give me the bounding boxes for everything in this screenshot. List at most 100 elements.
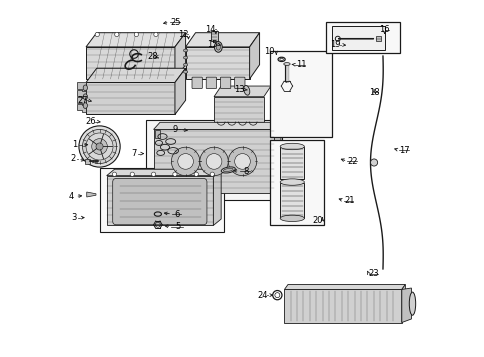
Circle shape xyxy=(370,159,377,166)
Circle shape xyxy=(171,147,199,176)
Bar xyxy=(211,31,217,41)
Polygon shape xyxy=(106,176,213,225)
Polygon shape xyxy=(401,288,410,322)
Text: 12: 12 xyxy=(178,30,188,39)
Ellipse shape xyxy=(214,41,222,52)
Text: 2: 2 xyxy=(70,155,75,164)
Text: 26: 26 xyxy=(86,117,96,126)
Circle shape xyxy=(79,126,120,167)
Polygon shape xyxy=(185,33,259,47)
Text: 25: 25 xyxy=(170,17,181,26)
Polygon shape xyxy=(153,130,274,193)
Text: 11: 11 xyxy=(295,60,306,69)
Circle shape xyxy=(91,139,107,154)
Ellipse shape xyxy=(216,44,220,50)
Text: 17: 17 xyxy=(398,146,409,155)
Ellipse shape xyxy=(283,62,289,65)
Polygon shape xyxy=(284,285,405,290)
Polygon shape xyxy=(274,122,280,193)
Bar xyxy=(332,26,384,50)
Circle shape xyxy=(234,154,250,169)
Text: 27: 27 xyxy=(77,96,88,105)
Polygon shape xyxy=(401,285,405,322)
Bar xyxy=(270,140,323,225)
Ellipse shape xyxy=(83,103,87,109)
Circle shape xyxy=(96,143,103,150)
Circle shape xyxy=(153,32,158,37)
Bar xyxy=(269,51,331,136)
Polygon shape xyxy=(249,33,259,79)
Circle shape xyxy=(86,133,113,160)
Polygon shape xyxy=(86,68,185,82)
Bar xyxy=(155,130,159,138)
Text: 1: 1 xyxy=(72,140,77,149)
Polygon shape xyxy=(77,104,86,112)
Bar xyxy=(85,159,90,164)
Ellipse shape xyxy=(83,85,87,91)
Text: 5: 5 xyxy=(176,222,181,231)
Ellipse shape xyxy=(280,215,304,222)
Text: 4: 4 xyxy=(68,192,74,201)
FancyBboxPatch shape xyxy=(234,77,244,89)
Text: 9: 9 xyxy=(172,125,177,134)
Text: 24: 24 xyxy=(257,291,268,300)
Circle shape xyxy=(178,154,193,169)
Text: 21: 21 xyxy=(343,196,354,205)
FancyBboxPatch shape xyxy=(112,178,207,225)
Polygon shape xyxy=(153,122,280,130)
Ellipse shape xyxy=(183,63,187,66)
Polygon shape xyxy=(86,82,175,115)
Text: 6: 6 xyxy=(174,210,179,218)
Text: 15: 15 xyxy=(207,40,217,49)
Text: 7: 7 xyxy=(131,149,136,158)
Circle shape xyxy=(228,147,256,176)
Circle shape xyxy=(151,172,155,176)
Text: 18: 18 xyxy=(368,88,378,97)
Circle shape xyxy=(112,172,116,176)
FancyBboxPatch shape xyxy=(192,77,202,89)
Text: 13: 13 xyxy=(233,85,244,94)
Text: 19: 19 xyxy=(330,40,340,49)
Polygon shape xyxy=(185,47,249,79)
Ellipse shape xyxy=(221,167,235,173)
Polygon shape xyxy=(106,169,221,176)
Ellipse shape xyxy=(243,85,249,95)
Circle shape xyxy=(134,32,138,37)
Bar xyxy=(99,168,224,232)
Ellipse shape xyxy=(280,143,304,150)
Polygon shape xyxy=(213,97,263,122)
Text: 22: 22 xyxy=(347,157,357,166)
Ellipse shape xyxy=(183,49,187,52)
Circle shape xyxy=(194,172,198,176)
Ellipse shape xyxy=(280,179,304,185)
Text: 3: 3 xyxy=(71,213,76,222)
Polygon shape xyxy=(213,86,271,97)
Ellipse shape xyxy=(183,70,187,73)
Circle shape xyxy=(130,172,134,176)
Ellipse shape xyxy=(183,56,187,59)
Bar xyxy=(146,120,281,200)
Polygon shape xyxy=(87,192,96,197)
Polygon shape xyxy=(175,68,185,115)
Text: 16: 16 xyxy=(378,25,389,34)
Ellipse shape xyxy=(223,168,233,172)
Text: 23: 23 xyxy=(368,269,378,278)
Text: 20: 20 xyxy=(311,216,322,225)
Text: 14: 14 xyxy=(205,25,215,34)
Text: 8: 8 xyxy=(243,167,248,176)
Polygon shape xyxy=(86,33,185,47)
Bar xyxy=(325,22,400,53)
Circle shape xyxy=(172,172,177,176)
Polygon shape xyxy=(213,169,221,225)
Ellipse shape xyxy=(408,292,415,315)
FancyBboxPatch shape xyxy=(220,77,230,89)
Polygon shape xyxy=(175,33,185,79)
Circle shape xyxy=(82,130,116,164)
Bar xyxy=(375,36,380,41)
FancyBboxPatch shape xyxy=(206,77,216,89)
Polygon shape xyxy=(77,97,86,105)
Circle shape xyxy=(210,172,214,176)
Polygon shape xyxy=(77,90,86,98)
Circle shape xyxy=(95,32,99,37)
Circle shape xyxy=(114,32,119,37)
